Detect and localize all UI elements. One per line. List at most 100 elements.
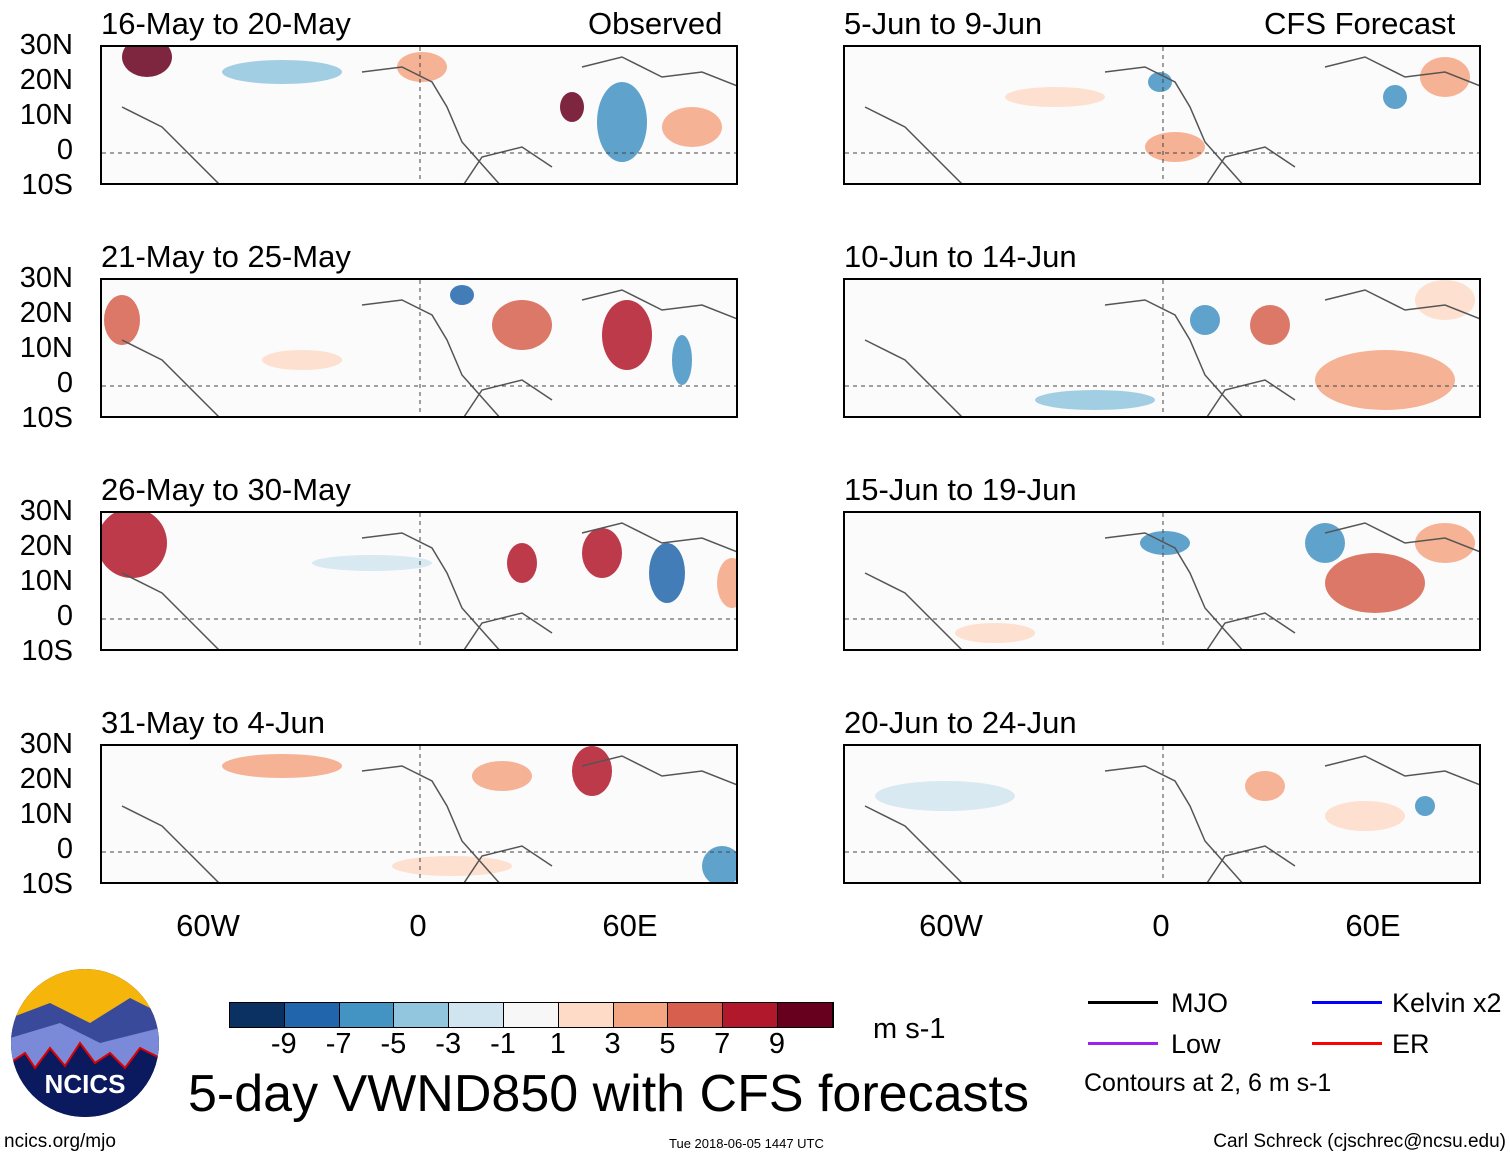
anomaly-blob [649, 543, 685, 603]
anomaly-blob [1420, 57, 1470, 97]
anomaly-blob [222, 754, 342, 778]
forecast-label: CFS Forecast [1264, 6, 1456, 41]
anomaly-blob [597, 82, 647, 162]
contours-note: Contours at 2, 6 m s-1 [1084, 1069, 1332, 1097]
lat-label: 0 [56, 367, 73, 399]
anomaly-blob [572, 746, 612, 796]
colorbar-tick-label: -5 [380, 1028, 407, 1060]
lat-label: 10S [21, 868, 73, 900]
anomaly-blob [312, 555, 432, 571]
anomaly-blob [560, 92, 584, 122]
lon-label: 0 [409, 908, 427, 943]
anomaly-field [102, 746, 736, 882]
anomaly-blob [717, 558, 736, 608]
footer-url[interactable]: ncics.org/mjo [4, 1131, 116, 1152]
colorbar-tick-label: -1 [490, 1028, 516, 1060]
anomaly-blob [1250, 305, 1290, 345]
colorbar-tick-label: 3 [604, 1028, 621, 1060]
colorbar-swatch [668, 1003, 724, 1027]
lon-label: 60W [919, 908, 983, 943]
panel-title-observed-1: 16-May to 20-May [101, 6, 351, 41]
colorbar-swatch [284, 1003, 340, 1027]
lat-label: 0 [56, 134, 73, 166]
anomaly-blob [1383, 85, 1407, 109]
lat-label: 30N [19, 495, 73, 527]
legend-line-kelvin [1312, 1001, 1382, 1004]
anomaly-field [102, 513, 736, 649]
colorbar-swatch [503, 1003, 559, 1027]
map-panel-forecast-1 [843, 45, 1481, 185]
anomaly-blob [1315, 350, 1455, 410]
coastline [121, 289, 736, 416]
map-panel-observed-3 [100, 511, 738, 651]
colorbar-tick-label: 7 [714, 1028, 731, 1060]
anomaly-blob [582, 528, 622, 578]
anomaly-blob [122, 47, 172, 77]
lon-label: 60E [602, 908, 658, 943]
colorbar-units: m s-1 [873, 1013, 946, 1045]
lat-label: 20N [19, 64, 73, 96]
lat-label: 30N [19, 728, 73, 760]
lon-label: 0 [1152, 908, 1170, 943]
anomaly-field [845, 746, 1479, 882]
map-panel-forecast-2 [843, 278, 1481, 418]
anomaly-field [102, 280, 736, 416]
lat-label: 0 [56, 833, 73, 865]
anomaly-blob [392, 856, 512, 876]
colorbar [229, 1002, 834, 1028]
coastline [864, 289, 1479, 416]
colorbar-tick-label: -9 [270, 1028, 297, 1060]
anomaly-blob [1145, 132, 1205, 162]
ncics-logo: NCICS [11, 969, 159, 1117]
coastline [864, 755, 1479, 882]
anomaly-blob [1005, 87, 1105, 107]
legend-label-er: ER [1392, 1029, 1430, 1059]
coastline [121, 522, 736, 649]
map-panel-forecast-3 [843, 511, 1481, 651]
map-panel-observed-1 [100, 45, 738, 185]
colorbar-tick-label: 5 [659, 1028, 676, 1060]
colorbar-swatch [777, 1003, 833, 1027]
colorbar-swatch [394, 1003, 450, 1027]
panel-title-observed-3: 26-May to 30-May [101, 472, 351, 507]
lat-label: 10N [19, 565, 73, 597]
anomaly-blob [1415, 280, 1475, 320]
lat-label: 20N [19, 297, 73, 329]
lat-label: 30N [19, 29, 73, 61]
anomaly-blob [602, 300, 652, 370]
anomaly-blob [662, 107, 722, 147]
anomaly-blob [1415, 796, 1435, 816]
coastline [121, 755, 736, 882]
lat-label: 20N [19, 763, 73, 795]
anomaly-blob [450, 285, 474, 305]
anomaly-blob [702, 846, 736, 882]
legend-line-mjo [1088, 1001, 1158, 1004]
coastline [864, 56, 1479, 183]
colorbar-swatch [339, 1003, 395, 1027]
lat-label: 10S [21, 169, 73, 201]
anomaly-blob [1415, 523, 1475, 563]
lon-label: 60W [176, 908, 240, 943]
anomaly-blob [222, 60, 342, 84]
coastline [864, 522, 1479, 649]
anomaly-blob [955, 623, 1035, 643]
footer-credit: Carl Schreck (cjschrec@ncsu.edu) [1213, 1131, 1506, 1152]
coastline [121, 56, 736, 183]
anomaly-blob [1035, 390, 1155, 410]
map-panel-observed-2 [100, 278, 738, 418]
legend-label-low: Low [1171, 1029, 1221, 1059]
lon-label: 60E [1345, 908, 1401, 943]
colorbar-swatch [230, 1003, 285, 1027]
anomaly-field [845, 47, 1479, 183]
anomaly-blob [875, 781, 1015, 811]
panel-title-forecast-3: 15-Jun to 19-Jun [844, 472, 1077, 507]
anomaly-field [845, 280, 1479, 416]
panel-title-forecast-2: 10-Jun to 14-Jun [844, 239, 1077, 274]
anomaly-field [102, 47, 736, 183]
legend-label-mjo: MJO [1171, 988, 1228, 1018]
map-panel-forecast-4 [843, 744, 1481, 884]
legend-line-er [1312, 1042, 1382, 1045]
colorbar-swatch [723, 1003, 778, 1027]
observed-label: Observed [588, 6, 723, 41]
anomaly-blob [262, 350, 342, 370]
